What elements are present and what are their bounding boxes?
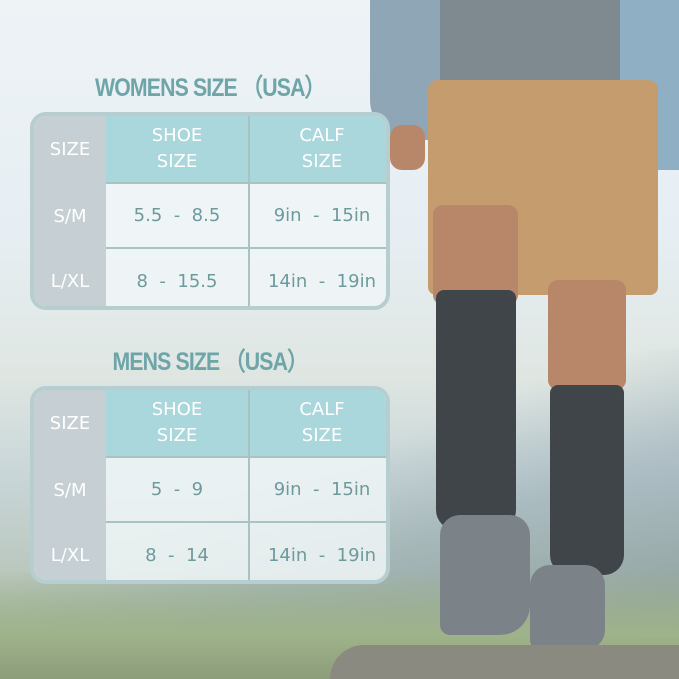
size-label: S/M (34, 458, 106, 523)
size-label: L/XL (34, 249, 106, 306)
shoe-size-cell: 8 - 14 (106, 523, 250, 580)
grass-foreground (0, 569, 679, 679)
header-shoe-size: SHOE SIZE (106, 116, 250, 184)
shoe-size-cell: 5 - 9 (106, 458, 250, 523)
size-label: L/XL (34, 523, 106, 580)
mens-size-title: MENS SIZE （USA） (112, 348, 308, 376)
header-size: SIZE (34, 390, 106, 458)
calf-size-cell: 14in - 19in (267, 544, 376, 566)
shoe-size-cell: 5.5 - 8.5 (106, 184, 250, 249)
size-label: S/M (34, 184, 106, 249)
header-calf-size: CALF SIZE (250, 390, 386, 458)
shoe-size-cell: 8 - 15.5 (106, 249, 250, 306)
calf-size-cell: 9in - 15in (250, 458, 386, 523)
mens-size-table: SIZE SHOE SIZE CALF SIZE S/M 5 - 9 9in -… (30, 386, 390, 584)
header-shoe-size: SHOE SIZE (106, 390, 250, 458)
header-calf-size: CALF SIZE (250, 116, 386, 184)
calf-size-cell: 14in - 19in (267, 270, 376, 292)
womens-size-title: WOMENS SIZE （USA） (95, 74, 326, 102)
womens-size-table: SIZE SHOE SIZE CALF SIZE S/M 5.5 - 8.5 9… (30, 112, 390, 310)
header-size: SIZE (34, 116, 106, 184)
calf-size-cell: 9in - 15in (250, 184, 386, 249)
